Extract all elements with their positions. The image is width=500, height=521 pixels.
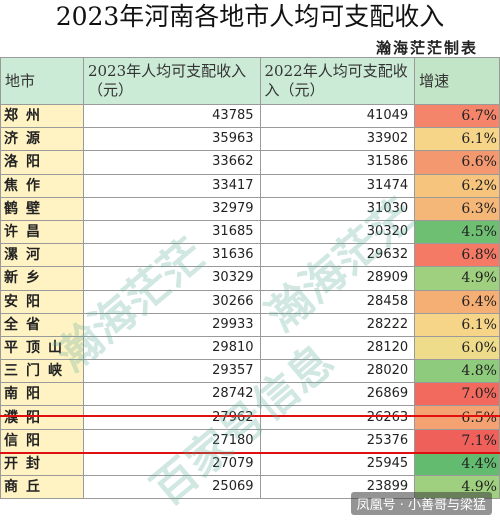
income-2023-cell: 33417: [82, 173, 261, 198]
city-cell: 濮阳: [0, 405, 84, 430]
table-row: 济源 35963 33902 6.1%: [0, 127, 500, 152]
table-row: 郑州 43785 41049 6.7%: [0, 103, 500, 129]
city-cell: 全省: [0, 312, 84, 337]
city-cell: 焦作: [0, 173, 84, 198]
table-row: 信阳 27180 25376 7.1%: [0, 428, 500, 453]
city-cell: 信阳: [0, 428, 84, 453]
income-2023-cell: 30266: [82, 289, 261, 314]
table-row: 安阳 30266 28458 6.4%: [0, 289, 500, 314]
income-2022-cell: 25376: [259, 428, 416, 453]
income-2022-cell: 25945: [259, 451, 416, 477]
growth-cell: 4.4%: [414, 451, 500, 477]
col-header-city: 地市: [0, 57, 84, 105]
income-2023-cell: 27180: [82, 428, 261, 453]
income-2022-cell: 28222: [259, 312, 416, 337]
income-2022-cell: 29632: [259, 243, 416, 268]
income-2022-cell: 26263: [259, 405, 416, 430]
income-2022-cell: 28120: [259, 335, 416, 361]
growth-cell: 7.0%: [414, 382, 500, 407]
income-2022-cell: 31030: [259, 196, 416, 221]
growth-cell: 6.1%: [414, 312, 500, 337]
growth-cell: 6.6%: [414, 150, 500, 175]
highlight-line-top: [0, 415, 500, 417]
table-body: 郑州 43785 41049 6.7% 济源 35963 33902 6.1% 洛阳 33662 3…: [0, 103, 500, 500]
income-2023-cell: 27962: [82, 405, 261, 430]
table-header-row: 地市 2023年人均可支配收入（元） 2022年人均可支配收入（元） 增速: [0, 57, 500, 105]
source-footer: 凤凰号 · 小善哥与梁猛: [350, 492, 492, 515]
income-2023-cell: 32979: [82, 196, 261, 221]
income-2022-cell: 33902: [259, 127, 416, 152]
income-2023-cell: 29810: [82, 335, 261, 361]
income-2022-cell: 31474: [259, 173, 416, 198]
city-cell: 洛阳: [0, 150, 84, 175]
table-row: 焦作 33417 31474 6.2%: [0, 173, 500, 198]
income-2023-cell: 29357: [82, 359, 261, 384]
city-cell: 鹤壁: [0, 196, 84, 221]
growth-cell: 4.9%: [414, 266, 500, 291]
income-2023-cell: 30329: [82, 266, 261, 291]
table-row: 三门峡 29357 28020 4.8%: [0, 359, 500, 384]
col-header-growth: 增速: [414, 57, 500, 105]
growth-cell: 4.8%: [414, 359, 500, 384]
table-row: 开封 27079 25945 4.4%: [0, 451, 500, 477]
city-cell: 平顶山: [0, 335, 84, 361]
income-2023-cell: 27079: [82, 451, 261, 477]
city-cell: 新乡: [0, 266, 84, 291]
table-row: 许昌 31685 30320 4.5%: [0, 219, 500, 245]
income-2023-cell: 33662: [82, 150, 261, 175]
income-2023-cell: 43785: [82, 103, 261, 129]
city-cell: 商丘: [0, 474, 84, 500]
growth-cell: 6.2%: [414, 173, 500, 198]
city-cell: 开封: [0, 451, 84, 477]
city-cell: 漯河: [0, 243, 84, 268]
page-title: 2023年河南各地市人均可支配收入: [55, 2, 445, 31]
income-2023-cell: 29933: [82, 312, 261, 337]
growth-cell: 6.5%: [414, 405, 500, 430]
income-2022-cell: 31586: [259, 150, 416, 175]
growth-cell: 7.1%: [414, 428, 500, 453]
table-row: 南阳 28742 26869 7.0%: [0, 382, 500, 407]
table-row: 濮阳 27962 26263 6.5%: [0, 405, 500, 430]
highlight-line-bottom: [0, 452, 500, 454]
income-2022-cell: 28458: [259, 289, 416, 314]
income-2022-cell: 41049: [259, 103, 416, 129]
growth-cell: 6.8%: [414, 243, 500, 268]
income-2022-cell: 30320: [259, 219, 416, 245]
income-2023-cell: 31636: [82, 243, 261, 268]
income-2022-cell: 28909: [259, 266, 416, 291]
growth-cell: 6.0%: [414, 335, 500, 361]
table-source-label: 瀚海茫茫制表: [375, 39, 478, 57]
table-row: 漯河 31636 29632 6.8%: [0, 243, 500, 268]
growth-cell: 6.7%: [414, 103, 500, 129]
table-row: 全省 29933 28222 6.1%: [0, 312, 500, 337]
growth-cell: 6.1%: [414, 127, 500, 152]
city-cell: 郑州: [0, 103, 84, 129]
income-table: 地市 2023年人均可支配收入（元） 2022年人均可支配收入（元） 增速 郑州…: [0, 57, 500, 500]
growth-cell: 6.3%: [414, 196, 500, 221]
growth-cell: 6.4%: [414, 289, 500, 314]
income-2023-cell: 31685: [82, 219, 261, 245]
city-cell: 许昌: [0, 219, 84, 245]
city-cell: 安阳: [0, 289, 84, 314]
income-2023-cell: 25069: [82, 474, 261, 500]
income-2022-cell: 26869: [259, 382, 416, 407]
table-row: 鹤壁 32979 31030 6.3%: [0, 196, 500, 221]
growth-cell: 4.5%: [414, 219, 500, 245]
income-2023-cell: 28742: [82, 382, 261, 407]
city-cell: 济源: [0, 127, 84, 152]
table-row: 新乡 30329 28909 4.9%: [0, 266, 500, 291]
col-header-2022: 2022年人均可支配收入（元）: [259, 57, 416, 105]
city-cell: 南阳: [0, 382, 84, 407]
income-2023-cell: 35963: [82, 127, 261, 152]
city-cell: 三门峡: [0, 359, 84, 384]
col-header-2023: 2023年人均可支配收入（元）: [82, 57, 261, 105]
income-2022-cell: 28020: [259, 359, 416, 384]
table-row: 平顶山 29810 28120 6.0%: [0, 335, 500, 361]
table-row: 洛阳 33662 31586 6.6%: [0, 150, 500, 175]
